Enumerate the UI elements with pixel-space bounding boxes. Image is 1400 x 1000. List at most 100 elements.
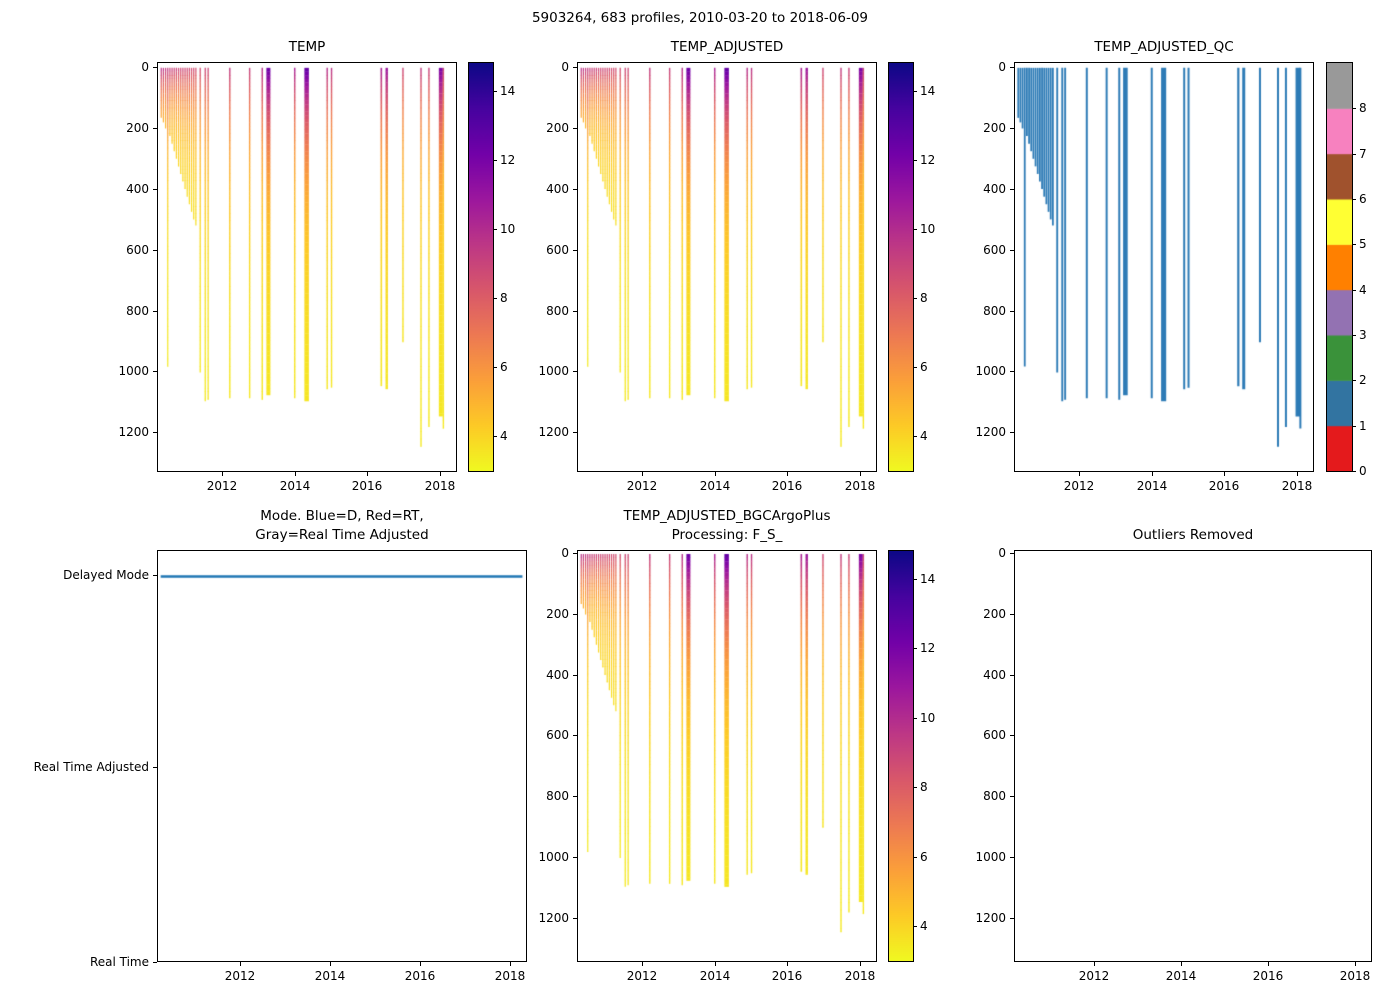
figure-title: 5903264, 683 profiles, 2010-03-20 to 201…	[531, 10, 869, 26]
colorbar-tick-mark	[913, 579, 917, 580]
colorbar-tick-label: 10	[920, 222, 936, 236]
y-tick-label: 800	[126, 304, 149, 318]
y-tick-mark	[573, 67, 577, 68]
colorbar-tick-label: 8	[1359, 101, 1367, 115]
colorbar-tick-mark	[493, 367, 497, 368]
colorbar-tick-mark	[913, 926, 917, 927]
subplot-temp: TEMP 2012 2014 2016 2018 0 200 400 600 800 1000 12…	[118, 39, 515, 493]
colorbar-tick-label: 12	[500, 153, 516, 167]
colorbar-tick-label: 10	[920, 711, 936, 725]
x-tick-mark	[295, 472, 296, 476]
subplot-temp-adjusted-qc-title-text: TEMP_ADJUSTED_QC	[1094, 39, 1234, 56]
colorbar-tick-label: 2	[1359, 373, 1367, 387]
subplot-mode: Mode. Blue=D, Red=RT, Gray=Real Time Adju…	[34, 508, 527, 983]
x-tick-mark	[440, 472, 441, 476]
colorbar-tick-mark	[913, 787, 917, 788]
y-tick-label: 1000	[538, 364, 569, 378]
x-tick-mark	[222, 472, 223, 476]
colorbar-tick-mark	[1352, 108, 1356, 109]
subplot-bgc-title-line1: TEMP_ADJUSTED_BGCArgoPlus	[623, 508, 831, 525]
mode-axes-ticks: 2012 2014 2016 2018 Delayed Mode Real Time Ad…	[34, 550, 527, 983]
colorbar-tick-label: 5	[1359, 237, 1367, 251]
subplot-bgc-title: TEMP_ADJUSTED_BGCArgoPlus Processing: F_S…	[577, 507, 877, 545]
subplot-bgc-title-line2: Processing: F_S_	[671, 527, 783, 544]
y-tick-label: 0	[561, 60, 569, 74]
y-tick-label: 0	[998, 546, 1006, 560]
y-tick-mark	[573, 432, 577, 433]
colorbar-tick-mark	[1352, 471, 1356, 472]
temp-adjusted-axes-ticks: 2012 2014 2016 2018 0 200 400 600 800 1000 1200	[538, 60, 877, 493]
y-category-label: Delayed Mode	[63, 568, 149, 582]
y-tick-label: 400	[546, 668, 569, 682]
y-tick-label: 800	[983, 789, 1006, 803]
x-tick-label: 2018	[494, 969, 526, 983]
y-tick-mark	[1010, 553, 1014, 554]
x-tick-label: 2012	[206, 479, 238, 493]
colorbar-tick-label: 3	[1359, 328, 1367, 342]
bgc-axes-ticks: 2012 2014 2016 2018 0 200 400 600 800 1000 1200	[538, 546, 877, 983]
x-tick-label: 2012	[626, 969, 658, 983]
temp-adjusted-colorbar-canvas	[889, 63, 913, 471]
y-tick-mark	[153, 575, 157, 576]
y-tick-mark	[153, 189, 157, 190]
x-tick-label: 2018	[844, 969, 876, 983]
colorbar-tick-mark	[913, 436, 917, 437]
y-tick-label: 1000	[118, 364, 149, 378]
bgc-plot-area	[577, 550, 877, 962]
y-tick-label: 200	[983, 607, 1006, 621]
x-tick-mark	[1297, 472, 1298, 476]
y-tick-mark	[1010, 614, 1014, 615]
x-tick-mark	[787, 962, 788, 966]
y-tick-label: 600	[983, 728, 1006, 742]
colorbar-tick-label: 14	[920, 84, 936, 98]
y-tick-mark	[153, 962, 157, 963]
x-tick-label: 2014	[699, 969, 731, 983]
qc-colorbar-canvas	[1327, 63, 1352, 471]
y-tick-label: 1200	[975, 425, 1006, 439]
colorbar-tick-mark	[1352, 199, 1356, 200]
y-tick-label: 800	[546, 304, 569, 318]
y-tick-mark	[1010, 918, 1014, 919]
x-tick-label: 2012	[626, 479, 658, 493]
x-tick-mark	[1181, 962, 1182, 966]
colorbar-tick-mark	[493, 229, 497, 230]
y-tick-mark	[1010, 432, 1014, 433]
x-tick-label: 2016	[1252, 969, 1284, 983]
y-tick-label: 600	[546, 728, 569, 742]
y-tick-label: 800	[546, 789, 569, 803]
colorbar-tick-label: 4	[920, 429, 928, 443]
y-tick-label: 0	[561, 546, 569, 560]
x-tick-label: 2014	[1136, 479, 1168, 493]
colorbar-tick-mark	[1352, 335, 1356, 336]
x-tick-label: 2014	[1165, 969, 1197, 983]
colorbar-tick-mark	[913, 91, 917, 92]
x-tick-mark	[510, 962, 511, 966]
colorbar-tick-mark	[913, 298, 917, 299]
temp-plot-area	[157, 62, 457, 472]
colorbar-tick-mark	[493, 298, 497, 299]
y-tick-label: 200	[546, 607, 569, 621]
y-tick-mark	[573, 553, 577, 554]
colorbar-tick-label: 8	[920, 780, 928, 794]
x-tick-label: 2016	[771, 969, 803, 983]
colorbar-tick-mark	[913, 857, 917, 858]
subplot-temp-adjusted: TEMP_ADJUSTED 2012 2014 2016 2018 0 200 400 600…	[538, 39, 935, 493]
y-tick-label: 600	[126, 243, 149, 257]
colorbar-tick-mark	[493, 160, 497, 161]
y-tick-label: 0	[998, 60, 1006, 74]
qc-axes-ticks: 2012 2014 2016 2018 0 200 400 600 800 1000 1200	[975, 60, 1314, 493]
colorbar-tick-label: 4	[500, 429, 508, 443]
colorbar-tick-label: 7	[1359, 147, 1367, 161]
x-tick-label: 2018	[844, 479, 876, 493]
bgc-colorbar-canvas	[889, 551, 913, 961]
y-tick-label: 400	[983, 182, 1006, 196]
temp-adjusted-plot-area	[577, 62, 877, 472]
colorbar-tick-label: 6	[1359, 192, 1367, 206]
x-tick-label: 2018	[424, 479, 456, 493]
x-tick-label: 2016	[351, 479, 383, 493]
x-tick-mark	[642, 472, 643, 476]
y-tick-mark	[573, 311, 577, 312]
colorbar-tick-mark	[913, 160, 917, 161]
x-tick-label: 2014	[279, 479, 311, 493]
y-tick-mark	[573, 918, 577, 919]
